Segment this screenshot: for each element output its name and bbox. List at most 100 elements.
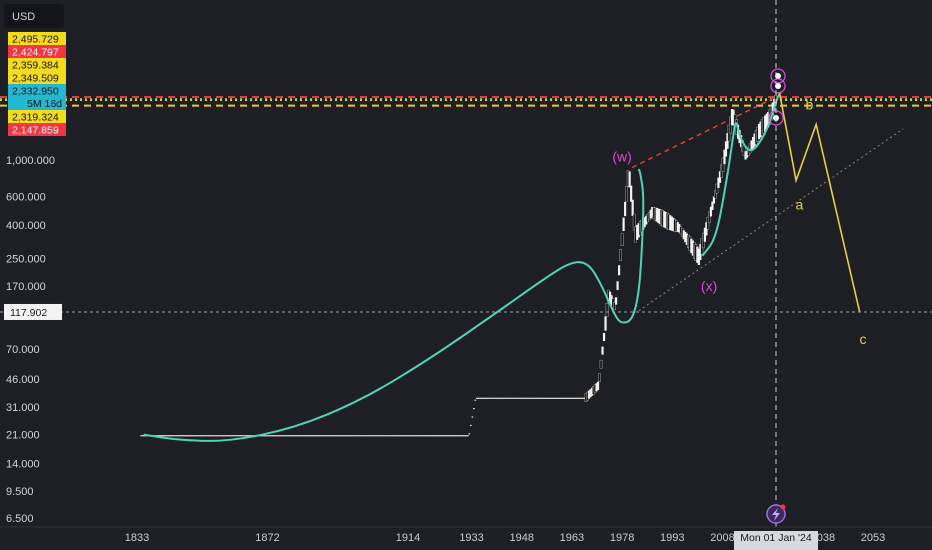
- price-bar-313: [610, 295, 613, 306]
- price-bar-320: [620, 233, 624, 247]
- price-bar-385: [718, 171, 722, 183]
- price-bar-330: [636, 224, 639, 240]
- wave-label-0: (w): [612, 148, 631, 164]
- price-bar-358: [678, 223, 681, 233]
- price-bar-307: [601, 346, 604, 355]
- price-bar-336: [645, 215, 648, 225]
- price-tag-value-5: 2,319.324: [12, 112, 59, 124]
- lightning-icon[interactable]: [766, 504, 786, 524]
- price-bar-376: [705, 222, 708, 236]
- projection-path: [778, 91, 861, 313]
- price-bar-408: [753, 133, 756, 147]
- price-bar-380: [711, 201, 714, 211]
- price-tag-value-0: 2,495.729: [12, 34, 59, 46]
- price-bar-411: [758, 123, 761, 140]
- price-bar-349: [664, 212, 667, 229]
- price-tag-3: [8, 71, 66, 84]
- price-bar-357: [676, 222, 679, 233]
- price-bar-312: [608, 291, 612, 304]
- wave-label-2: a: [796, 196, 804, 212]
- price-bar-335: [643, 217, 646, 228]
- price-tag-5: [8, 110, 66, 123]
- price-bar-382: [714, 190, 717, 199]
- price-bar-407: [751, 136, 755, 149]
- price-bar-415: [764, 115, 767, 132]
- x-tick-label: 1933: [459, 532, 483, 544]
- price-bar-308: [602, 332, 606, 342]
- projection-path: [778, 91, 861, 313]
- price-tag-value-1: 2,424.797: [12, 47, 59, 59]
- price-bar-344: [657, 208, 660, 223]
- price-bar-416: [765, 113, 768, 130]
- price-bar-322: [624, 201, 627, 217]
- price-bar-315: [613, 302, 616, 311]
- price-bar-381: [712, 196, 716, 204]
- price-bar-387: [721, 157, 725, 172]
- y-tick-label: 170.000: [6, 281, 46, 293]
- price-bar-331: [637, 223, 640, 238]
- x-tick-label: 1948: [509, 532, 533, 544]
- crosshair: [0, 0, 932, 527]
- y-tick-label: 600.000: [6, 191, 46, 203]
- price-bar-352: [669, 215, 672, 231]
- price-bar-298: [587, 390, 591, 399]
- price-bar-339: [649, 209, 652, 219]
- cursor-price-box: [4, 303, 62, 320]
- time-axis: 1833 1872 1914 1933 1948 1963 1978 1993 2008 2038…: [0, 526, 932, 550]
- price-tag-value-4: 2,332.950: [12, 86, 59, 98]
- price-bar-323: [625, 185, 628, 202]
- price-tags: 2,495.7292,424.7972,359.3842,349.5092,33…: [8, 32, 66, 137]
- smooth-curves: [143, 91, 783, 442]
- y-tick-label: 70.000: [6, 344, 40, 356]
- price-bar-325: [628, 171, 631, 188]
- y-tick-label: 14.000: [6, 458, 40, 470]
- wave-label-3: b: [806, 97, 814, 113]
- x-tick-label: 2008: [710, 532, 734, 544]
- y-tick-label: 250.000: [6, 254, 46, 266]
- wave-label-1: (x): [701, 278, 717, 294]
- x-tick-label: 1963: [560, 532, 584, 544]
- price-bar-394: [732, 109, 735, 126]
- price-bar-412: [759, 121, 762, 138]
- price-tag-2: [8, 58, 66, 71]
- y-tick-label: 1,000.000: [6, 155, 55, 167]
- smooth-curve-1: [143, 168, 645, 442]
- cursor-price-label: 117.902: [10, 307, 47, 319]
- y-tick-label: 9.500: [6, 486, 34, 498]
- cursor-date-box: [734, 531, 818, 550]
- price-bar-378: [708, 211, 711, 224]
- price-bar-326: [630, 185, 633, 202]
- price-bar-348: [663, 211, 666, 228]
- price-tag-value-6: 2,147.859: [12, 125, 59, 137]
- dotted-trendline: [638, 128, 904, 312]
- price-bar-372: [699, 244, 702, 260]
- currency-button[interactable]: USD: [4, 4, 64, 28]
- price-bar-361: [682, 230, 685, 240]
- x-tick-label: 1993: [660, 532, 684, 544]
- price-bar-310: [605, 302, 609, 317]
- price-bar-363: [685, 233, 688, 245]
- wave-label-4: c: [859, 331, 866, 347]
- cursor-date-label: Mon 01 Jan '24: [740, 532, 812, 544]
- price-bar-327: [631, 199, 634, 216]
- y-tick-label: 21.000: [6, 430, 40, 442]
- smooth-curve-2: [701, 91, 783, 257]
- price-bar-375: [703, 227, 707, 242]
- price-tag-value-2: 2,359.384: [12, 60, 59, 72]
- price-bar-318: [617, 265, 621, 276]
- price-bar-417: [767, 112, 770, 128]
- price-bar-399: [739, 135, 743, 148]
- x-tick-label: 1914: [396, 532, 420, 544]
- price-tag-sub-4: 5M 16d: [27, 98, 62, 110]
- y-tick-label: 31.000: [6, 402, 40, 414]
- price-bar-389: [724, 141, 728, 157]
- price-bar-370: [696, 246, 699, 263]
- price-bar-366: [690, 238, 693, 254]
- price-bar-379: [709, 206, 713, 217]
- y-tick-label: 46.000: [6, 374, 40, 386]
- price-bar-388: [723, 149, 726, 165]
- price-tag-value-3: 2,349.509: [12, 73, 59, 85]
- price-bar-340: [651, 207, 654, 218]
